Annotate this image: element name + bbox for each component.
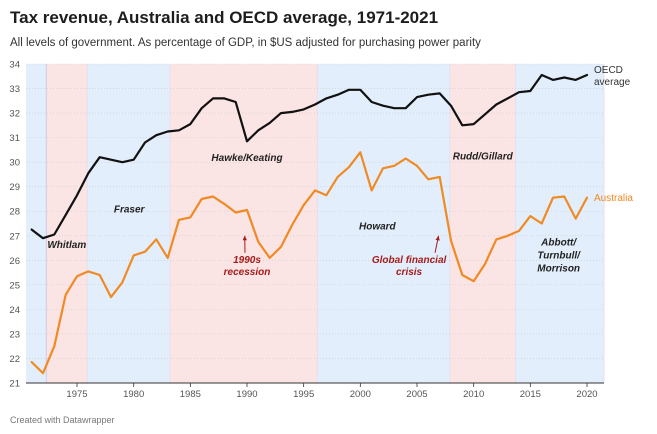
x-tick-label: 1975 bbox=[66, 389, 87, 400]
era-label-line: Abbott/ bbox=[540, 238, 577, 249]
series-line-oecd-average bbox=[30, 73, 589, 240]
x-tick-label: 2000 bbox=[350, 389, 371, 400]
era-label-0: Whitlam bbox=[47, 240, 86, 251]
series-label-line: average bbox=[594, 77, 631, 88]
chart-title: Tax revenue, Australia and OECD average,… bbox=[10, 8, 439, 27]
y-tick-label: 34 bbox=[9, 60, 20, 71]
annotation-arrowhead-0 bbox=[242, 235, 247, 241]
series-label-1: Australia bbox=[594, 193, 633, 204]
period-band-0 bbox=[46, 64, 88, 383]
era-label-line: Hawke/Keating bbox=[211, 153, 282, 164]
x-tick-label: 2020 bbox=[576, 389, 597, 400]
period-band-4 bbox=[449, 64, 516, 383]
y-tick-label: 23 bbox=[9, 329, 20, 340]
period-band-pre bbox=[26, 64, 47, 383]
y-tick-label: 24 bbox=[9, 305, 20, 316]
era-label-5: Abbott/Turnbull/Morrison bbox=[537, 238, 581, 275]
period-band-3 bbox=[317, 64, 450, 383]
annotation-1: Global financial crisis bbox=[372, 255, 447, 278]
x-tick-label: 1995 bbox=[293, 389, 314, 400]
annotation-line: 1990s bbox=[233, 255, 261, 266]
chart-subtitle: All levels of government. As percentage … bbox=[10, 37, 481, 49]
x-tick-label: 1990 bbox=[236, 389, 257, 400]
series-line-australia bbox=[30, 151, 589, 375]
y-tick-label: 28 bbox=[9, 207, 20, 218]
period-band-5 bbox=[515, 64, 604, 383]
annotation-line: recession bbox=[224, 267, 271, 278]
credit-text: Created with Datawrapper bbox=[10, 415, 115, 425]
x-tick-label: 1985 bbox=[180, 389, 201, 400]
series-label-0: OECD average bbox=[594, 65, 631, 88]
era-label-4: Rudd/Gillard bbox=[453, 152, 514, 163]
annotation-line: crisis bbox=[396, 267, 423, 278]
y-tick-label: 31 bbox=[9, 133, 20, 144]
y-tick-label: 30 bbox=[9, 158, 20, 169]
x-tick-label: 2015 bbox=[520, 389, 541, 400]
y-tick-label: 25 bbox=[9, 280, 20, 291]
annotation-0: 1990s recession bbox=[224, 255, 271, 278]
era-label-2: Hawke/Keating bbox=[211, 153, 282, 164]
era-label-line: Fraser bbox=[114, 204, 146, 215]
y-tick-label: 21 bbox=[9, 379, 20, 390]
era-label-line: Rudd/Gillard bbox=[453, 152, 514, 163]
y-tick-label: 32 bbox=[9, 109, 20, 120]
era-label-1: Fraser bbox=[114, 204, 146, 215]
x-tick-label: 2005 bbox=[406, 389, 427, 400]
y-tick-label: 27 bbox=[9, 231, 20, 242]
era-label-line: Whitlam bbox=[47, 240, 86, 251]
period-band-1 bbox=[87, 64, 170, 383]
y-tick-label: 29 bbox=[9, 182, 20, 193]
y-tick-label: 33 bbox=[9, 84, 20, 95]
era-label-3: Howard bbox=[359, 222, 397, 233]
series-label-line: OECD bbox=[594, 65, 623, 76]
x-tick-label: 1980 bbox=[123, 389, 144, 400]
annotation-arrowhead-1 bbox=[435, 235, 440, 241]
era-label-line: Howard bbox=[359, 222, 397, 233]
era-label-line: Turnbull/ bbox=[537, 251, 581, 262]
x-tick-label: 2010 bbox=[463, 389, 484, 400]
era-label-line: Morrison bbox=[537, 264, 580, 275]
y-tick-label: 26 bbox=[9, 256, 20, 267]
y-tick-label: 22 bbox=[9, 354, 20, 365]
annotation-line: Global financial bbox=[372, 255, 447, 266]
